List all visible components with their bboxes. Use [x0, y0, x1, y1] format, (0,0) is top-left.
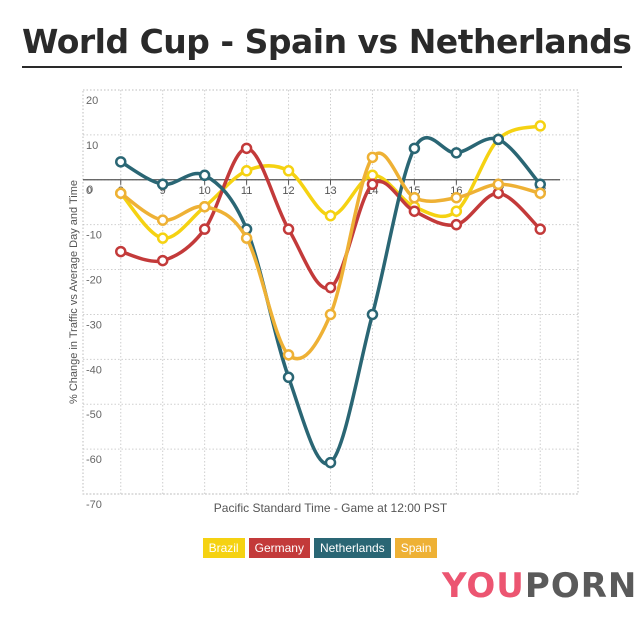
x-tick-label: 13 [324, 185, 336, 197]
chart-legend: Brazil Germany Netherlands Spain [0, 538, 640, 558]
data-point-brazil [282, 165, 295, 177]
data-point-spain [115, 187, 127, 199]
data-point-brazil [450, 205, 463, 217]
brand-logo-you: YOU [442, 566, 525, 606]
data-point-netherlands [156, 178, 169, 191]
y-tick-label: -50 [86, 409, 102, 421]
brand-logo: YOUPORN [442, 566, 637, 606]
x-axis-zero-label: 0 [87, 184, 93, 196]
data-point-spain [366, 151, 379, 164]
y-axis-title: % Change in Traffic vs Average Day and T… [68, 180, 80, 404]
data-point-netherlands [450, 147, 463, 159]
x-tick-label: 11 [241, 185, 252, 197]
data-point-germany [408, 205, 421, 217]
x-tick-label: 9 [160, 185, 166, 197]
x-tick-label: 12 [282, 185, 294, 197]
data-point-germany [198, 223, 211, 235]
data-point-brazil [534, 120, 546, 132]
data-point-netherlands [492, 133, 505, 146]
data-point-germany [282, 223, 295, 235]
data-point-spain [492, 178, 505, 191]
brand-logo-porn: PORN [524, 566, 638, 606]
data-point-germany [324, 281, 337, 294]
page-title: World Cup - Spain vs Netherlands [22, 22, 632, 61]
y-tick-label: -30 [86, 319, 102, 331]
data-point-spain [198, 200, 211, 213]
chart-grid [83, 89, 578, 495]
data-point-netherlands [324, 456, 337, 469]
data-point-germany [240, 142, 253, 155]
data-point-netherlands [534, 178, 546, 191]
plot-border [82, 89, 579, 495]
data-point-germany [450, 218, 463, 231]
data-point-netherlands [198, 169, 211, 182]
data-point-spain [324, 308, 337, 321]
y-tick-label: 0 [86, 185, 92, 197]
y-tick-label: -10 [86, 230, 102, 242]
y-tick-label: -40 [86, 364, 102, 376]
data-point-netherlands [115, 156, 127, 168]
y-tick-label: -20 [86, 275, 102, 287]
legend-item-germany: Germany [248, 538, 310, 558]
data-point-germany [492, 187, 505, 199]
data-point-netherlands [282, 371, 295, 384]
x-tick-label: 10 [199, 185, 211, 197]
data-point-netherlands [366, 308, 379, 321]
data-point-spain [282, 349, 295, 361]
data-point-spain [240, 232, 253, 244]
data-point-germany [156, 254, 169, 267]
x-axis-title: Pacific Standard Time - Game at 12:00 PS… [214, 501, 448, 515]
legend-item-brazil: Brazil [202, 538, 245, 558]
data-point-brazil [324, 209, 337, 222]
data-point-spain [408, 191, 421, 204]
data-point-spain [450, 191, 463, 204]
data-point-brazil [156, 232, 169, 244]
y-tick-label: 10 [86, 140, 98, 152]
data-point-germany [115, 245, 127, 258]
legend-item-netherlands: Netherlands [313, 538, 391, 558]
title-divider [22, 66, 622, 68]
y-tick-label: 20 [86, 95, 98, 107]
data-point-germany [534, 223, 546, 235]
y-tick-label: -70 [86, 499, 102, 511]
data-point-spain [534, 187, 546, 199]
data-point-netherlands [408, 142, 421, 155]
data-point-brazil [366, 169, 379, 182]
data-point-germany [366, 178, 379, 191]
chart-series [115, 120, 546, 469]
y-tick-label: -60 [86, 454, 102, 466]
legend-item-spain: Spain [394, 538, 438, 558]
data-point-spain [156, 214, 169, 226]
data-point-brazil [240, 165, 253, 177]
